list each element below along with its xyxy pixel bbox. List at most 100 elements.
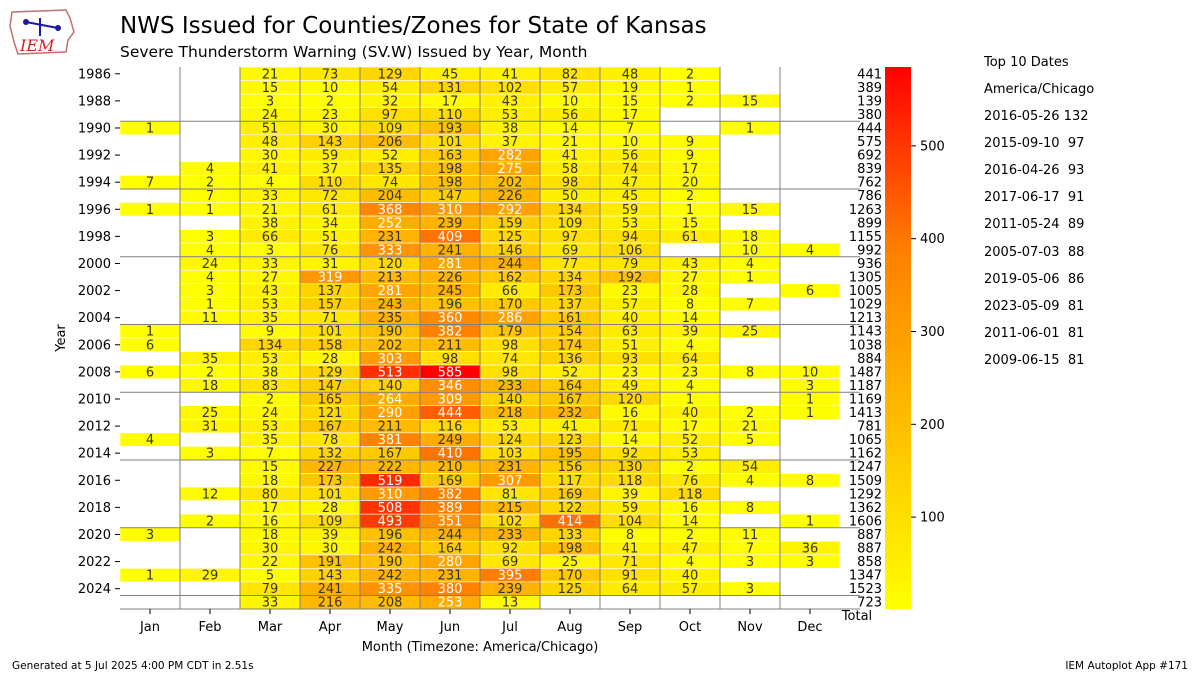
top10-title: Top 10 Dates xyxy=(984,55,1069,70)
cell-value: 309 xyxy=(438,392,463,407)
cell-value: 218 xyxy=(498,406,523,421)
y-tick-label: 1996 xyxy=(78,203,111,218)
cell-value: 69 xyxy=(502,555,519,570)
cell-value: 196 xyxy=(378,528,403,543)
cell-value: 6 xyxy=(146,365,154,380)
cell-value: 290 xyxy=(378,406,403,421)
cell-value: 173 xyxy=(558,284,583,299)
cell-value: 98 xyxy=(502,365,519,380)
cell-value: 231 xyxy=(498,460,523,475)
cell-value: 133 xyxy=(558,528,583,543)
cell-value: 410 xyxy=(438,447,463,462)
cell-value: 52 xyxy=(562,365,579,380)
cell-value: 91 xyxy=(622,569,639,584)
cell-value: 4 xyxy=(746,257,754,272)
cell-value: 2 xyxy=(746,406,754,421)
cell-value: 3 xyxy=(206,447,214,462)
cell-value: 292 xyxy=(498,203,523,218)
cell-value: 97 xyxy=(382,108,399,123)
cell-value: 164 xyxy=(558,379,583,394)
cell-value: 146 xyxy=(498,243,523,258)
cell-value: 33 xyxy=(262,189,279,204)
cell-value: 59 xyxy=(622,501,639,516)
cell-value: 1 xyxy=(206,203,214,218)
cell-value: 53 xyxy=(262,298,279,313)
top10-item: 2005-07-03 88 xyxy=(984,244,1085,260)
cell-value: 116 xyxy=(438,420,463,435)
cell-value: 124 xyxy=(498,433,523,448)
cell-value: 21 xyxy=(742,420,759,435)
cell-value: 24 xyxy=(262,108,279,123)
row-total: 1038 xyxy=(849,338,882,353)
cell-value: 14 xyxy=(622,433,639,448)
cell-value: 58 xyxy=(562,162,579,177)
cell-value: 18 xyxy=(742,230,759,245)
cell-value: 242 xyxy=(378,569,403,584)
cell-value: 202 xyxy=(378,338,403,353)
cell-value: 38 xyxy=(262,365,279,380)
cell-value: 213 xyxy=(378,271,403,286)
cell-value: 71 xyxy=(622,420,639,435)
x-tick-label: Nov xyxy=(737,620,763,635)
cell-value: 7 xyxy=(626,121,634,136)
cell-value: 179 xyxy=(498,325,523,340)
row-total: 389 xyxy=(857,81,882,96)
cell-value: 15 xyxy=(262,460,279,475)
cell-value: 19 xyxy=(622,81,639,96)
cell-value: 2 xyxy=(686,94,694,109)
x-tick-label: Aug xyxy=(557,620,582,635)
cell-value: 54 xyxy=(382,81,399,96)
cell-value: 69 xyxy=(562,243,579,258)
row-total: 887 xyxy=(857,542,882,557)
row-total: 936 xyxy=(857,257,882,272)
cell-value: 135 xyxy=(378,162,403,177)
logo-text: IEM xyxy=(20,36,55,55)
cell-value: 38 xyxy=(502,121,519,136)
cell-value: 40 xyxy=(622,311,639,326)
cell-value: 244 xyxy=(498,257,523,272)
cell-value: 21 xyxy=(262,67,279,82)
cell-value: 41 xyxy=(262,162,279,177)
row-total: 1305 xyxy=(849,271,882,286)
y-tick-label: 2002 xyxy=(78,284,111,299)
cell-value: 20 xyxy=(682,176,699,191)
cell-value: 34 xyxy=(322,216,339,231)
cell-value: 6 xyxy=(146,338,154,353)
cell-value: 4 xyxy=(806,243,814,258)
cell-value: 3 xyxy=(746,582,754,597)
cell-value: 170 xyxy=(498,298,523,313)
cell-value: 508 xyxy=(378,501,403,516)
cell-value: 33 xyxy=(262,596,279,611)
cell-value: 30 xyxy=(322,542,339,557)
cell-value: 76 xyxy=(682,474,699,489)
x-tick-label: Oct xyxy=(679,620,701,635)
cell-value: 45 xyxy=(442,67,459,82)
top10-item: 2011-05-24 89 xyxy=(984,217,1085,233)
cell-value: 52 xyxy=(682,433,699,448)
y-tick-label: 2014 xyxy=(78,447,111,462)
cell-value: 2 xyxy=(206,365,214,380)
row-total: 1606 xyxy=(849,514,882,529)
cell-value: 15 xyxy=(742,203,759,218)
cell-value: 74 xyxy=(382,176,399,191)
cell-value: 210 xyxy=(438,460,463,475)
cell-value: 140 xyxy=(498,392,523,407)
y-tick-label: 2006 xyxy=(78,338,111,353)
cell-value: 7 xyxy=(146,176,154,191)
cell-value: 49 xyxy=(622,379,639,394)
cell-value: 2 xyxy=(206,514,214,529)
cell-value: 380 xyxy=(438,582,463,597)
row-total: 1065 xyxy=(849,433,882,448)
cell-value: 72 xyxy=(322,189,339,204)
top10-item: 2016-04-26 93 xyxy=(984,163,1085,179)
cell-value: 195 xyxy=(558,447,583,462)
cell-value: 17 xyxy=(442,94,459,109)
cell-value: 37 xyxy=(502,135,519,150)
cell-value: 335 xyxy=(378,582,403,597)
cell-value: 1 xyxy=(146,203,154,218)
cell-value: 414 xyxy=(558,514,583,529)
x-tick-label: Mar xyxy=(258,620,283,635)
cell-value: 25 xyxy=(742,325,759,340)
cell-value: 106 xyxy=(618,243,643,258)
